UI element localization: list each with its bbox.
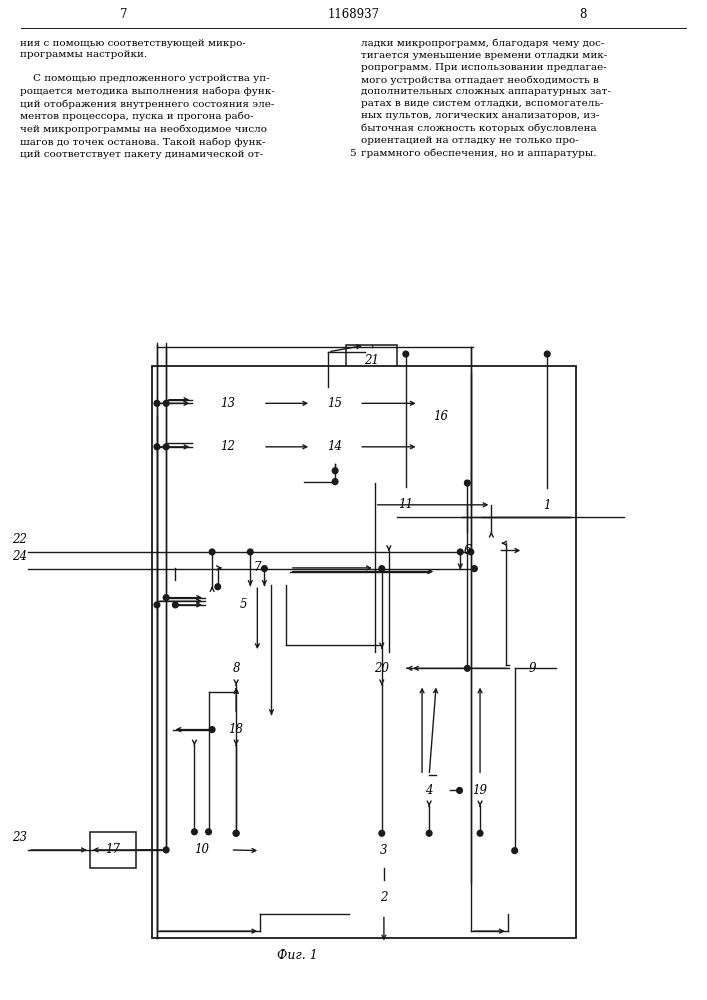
Bar (173, 832, 230, 868)
Bar (311, 387, 359, 420)
Circle shape (209, 549, 215, 555)
Text: 8: 8 (580, 8, 587, 21)
Circle shape (472, 566, 477, 572)
Bar (260, 833, 508, 868)
Text: 17: 17 (105, 843, 121, 856)
Circle shape (403, 351, 409, 357)
Circle shape (379, 566, 385, 572)
Text: 1: 1 (544, 499, 551, 512)
Text: 19: 19 (472, 784, 488, 797)
Text: Фиг. 1: Фиг. 1 (276, 949, 317, 962)
Text: 14: 14 (327, 440, 343, 453)
Text: 7: 7 (120, 8, 127, 21)
Bar (523, 488, 571, 523)
Text: ладки микропрограмм, благодаря чему дос-
тигается уменьшение времени отладки мик: ладки микропрограмм, благодаря чему дос-… (361, 38, 610, 158)
Circle shape (233, 830, 239, 836)
Bar (409, 775, 450, 806)
Circle shape (163, 400, 169, 406)
Text: 4: 4 (426, 784, 433, 797)
Circle shape (173, 602, 178, 608)
Text: 1168937: 1168937 (327, 8, 380, 21)
Text: 24: 24 (12, 550, 27, 563)
Circle shape (544, 351, 550, 357)
Text: ния с помощью соответствующей микро-
программы настройки.

    С помощью предлож: ния с помощью соответствующей микро- про… (20, 38, 274, 159)
Text: 13: 13 (220, 397, 235, 410)
Text: 20: 20 (374, 662, 390, 675)
Circle shape (464, 665, 470, 671)
Text: 18: 18 (228, 723, 244, 736)
Circle shape (332, 468, 338, 474)
Bar (509, 652, 556, 685)
Circle shape (379, 830, 385, 836)
Circle shape (262, 566, 267, 572)
Circle shape (464, 480, 470, 486)
Circle shape (247, 549, 253, 555)
Bar (90, 832, 136, 868)
Circle shape (206, 829, 211, 835)
Text: 23: 23 (12, 831, 27, 844)
Bar (192, 430, 263, 464)
Bar (436, 532, 498, 569)
Circle shape (468, 549, 474, 555)
Text: 2: 2 (380, 891, 387, 904)
Circle shape (154, 400, 160, 406)
Circle shape (215, 584, 221, 590)
Circle shape (512, 848, 518, 854)
Text: 6: 6 (464, 544, 471, 557)
Text: 10: 10 (194, 843, 209, 856)
Bar (460, 775, 501, 806)
Bar (192, 387, 263, 420)
Text: 11: 11 (398, 498, 414, 511)
Bar (212, 714, 260, 745)
Text: 3: 3 (380, 844, 387, 857)
Circle shape (209, 727, 215, 732)
Bar (311, 430, 359, 464)
Circle shape (477, 830, 483, 836)
Circle shape (332, 479, 338, 485)
Bar (225, 550, 290, 585)
Circle shape (154, 444, 160, 450)
Circle shape (457, 788, 462, 793)
Circle shape (163, 444, 169, 450)
Text: 15: 15 (327, 397, 343, 410)
Circle shape (457, 549, 463, 555)
Circle shape (233, 830, 239, 836)
Text: 22: 22 (12, 533, 27, 546)
Bar (357, 652, 407, 685)
Text: 21: 21 (364, 354, 380, 367)
Text: 16: 16 (433, 410, 448, 423)
Circle shape (426, 830, 432, 836)
Bar (152, 366, 576, 938)
Bar (205, 587, 283, 623)
Text: 5: 5 (240, 598, 247, 611)
Bar (260, 880, 508, 914)
Text: 8: 8 (233, 662, 240, 675)
Bar (419, 380, 462, 453)
Circle shape (154, 602, 160, 608)
Bar (346, 345, 397, 376)
Text: 9: 9 (529, 662, 536, 675)
Text: 7: 7 (254, 561, 261, 574)
Text: 12: 12 (220, 440, 235, 453)
Bar (212, 652, 260, 685)
Text: 5: 5 (349, 148, 356, 157)
Circle shape (163, 595, 169, 601)
Bar (375, 487, 437, 523)
Circle shape (192, 829, 197, 835)
Circle shape (163, 847, 169, 853)
